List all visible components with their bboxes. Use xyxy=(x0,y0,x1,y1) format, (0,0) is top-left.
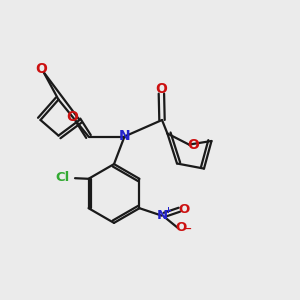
Text: O: O xyxy=(155,82,167,96)
Text: Cl: Cl xyxy=(55,171,70,184)
Text: O: O xyxy=(178,203,189,216)
Text: O: O xyxy=(176,221,187,234)
Text: +: + xyxy=(164,206,171,215)
Text: O: O xyxy=(187,138,199,152)
Text: O: O xyxy=(35,62,47,76)
Text: −: − xyxy=(183,224,192,234)
Text: N: N xyxy=(156,209,167,222)
Text: N: N xyxy=(119,130,130,143)
Text: O: O xyxy=(67,110,79,124)
